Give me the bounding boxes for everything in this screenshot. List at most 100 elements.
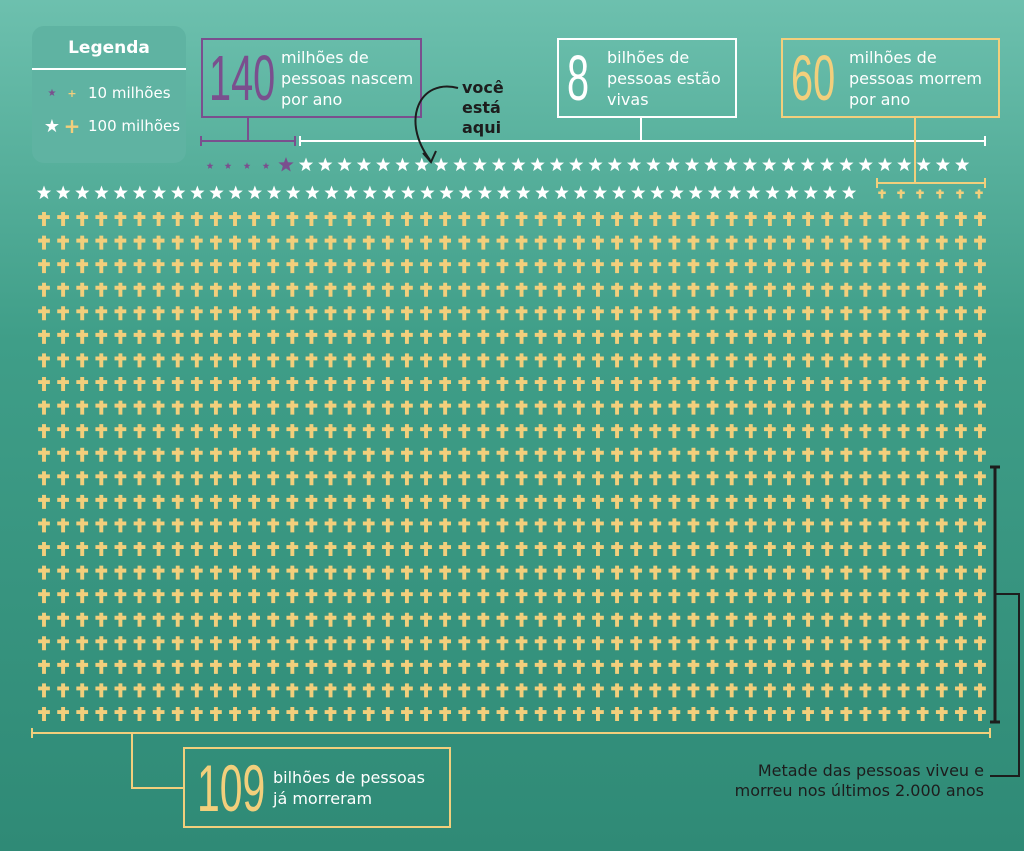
dead-cross-icon — [267, 683, 280, 698]
dead-cross-icon — [171, 329, 184, 344]
dead-cross-icon — [248, 259, 261, 274]
dead-cross-icon — [706, 612, 719, 627]
dead-cross-icon — [496, 353, 509, 368]
dead-cross-icon — [974, 518, 986, 533]
dead-cross-icon — [935, 259, 948, 274]
alive-star-icon — [707, 185, 723, 200]
dead-cross-icon — [114, 471, 127, 486]
alive-star-icon — [842, 185, 857, 200]
dead-cross-icon — [133, 518, 146, 533]
dead-cross-icon — [783, 659, 795, 674]
dead-cross-icon — [515, 282, 528, 297]
dead-cross-icon — [496, 447, 509, 462]
dead-cross-icon — [534, 306, 547, 321]
dead-cross-icon — [630, 447, 643, 462]
dead-cross-icon — [381, 424, 394, 439]
dead-cross-icon — [95, 589, 108, 604]
dead-cross-icon — [802, 612, 814, 627]
dead-cross-icon — [821, 259, 834, 274]
dead-cross-icon — [267, 400, 280, 415]
dead-cross-icon — [592, 259, 604, 274]
dead-cross-icon — [38, 471, 50, 486]
dead-cross-icon — [171, 589, 184, 604]
dead-cross-icon — [57, 447, 69, 462]
dead-cross-icon — [439, 471, 452, 486]
dead-cross-icon — [630, 353, 643, 368]
dead-cross-icon — [401, 518, 413, 533]
dead-cross-icon — [515, 212, 528, 226]
dead-cross-icon — [420, 636, 432, 651]
dead-cross-icon — [38, 589, 50, 604]
dead-cross-icon — [515, 494, 528, 509]
dead-cross-icon — [38, 377, 50, 391]
dead-cross-icon — [267, 471, 280, 486]
dead-cross-icon — [611, 329, 623, 344]
dead-cross-icon — [763, 494, 776, 509]
dead-cross-icon — [515, 659, 528, 674]
dead-cross-icon — [763, 589, 776, 604]
dead-cross-icon — [706, 494, 719, 509]
dead-cross-icon — [935, 400, 948, 415]
dead-cross-icon — [362, 494, 375, 509]
dead-cross-icon — [210, 235, 222, 250]
alive-star-icon — [381, 185, 397, 200]
dead-cross-icon — [439, 282, 452, 297]
dead-cross-icon — [763, 353, 776, 368]
dead-cross-icon — [878, 259, 891, 274]
dead-cross-icon — [515, 377, 528, 391]
dead-cross-icon — [955, 636, 967, 651]
dead-cross-icon — [572, 565, 585, 580]
alive-star-icon — [401, 185, 416, 200]
dead-cross-icon — [190, 471, 203, 486]
dead-cross-icon — [496, 377, 509, 391]
dead-cross-icon — [916, 400, 929, 415]
legend-large-label: 100 milhões — [88, 117, 181, 135]
dead-cross-icon — [916, 424, 929, 439]
dead-cross-icon — [267, 306, 280, 321]
dead-cross-icon — [439, 306, 452, 321]
dead-cross-icon — [974, 494, 986, 509]
dead-cross-icon — [783, 259, 795, 274]
dead-cross-icon — [190, 377, 203, 391]
dead-cross-icon — [592, 683, 604, 698]
dead-cross-icon — [133, 377, 146, 391]
dead-cross-icon — [133, 636, 146, 651]
dead-cross-icon — [229, 212, 241, 226]
dead-cross-icon — [916, 518, 929, 533]
dead-cross-icon — [458, 377, 471, 391]
dead-cross-icon — [381, 636, 394, 651]
dead-cross-icon — [572, 282, 585, 297]
alive-star-icon — [626, 157, 642, 172]
dead-cross-icon — [725, 589, 738, 604]
dead-cross-icon — [706, 282, 719, 297]
dead-cross-icon — [38, 659, 50, 674]
dead-cross-icon — [916, 636, 929, 651]
dead-cross-icon — [840, 589, 853, 604]
dead-cross-icon — [210, 353, 222, 368]
dead-cross-icon — [534, 377, 547, 391]
dead-cross-icon — [133, 400, 146, 415]
dead-cross-icon — [802, 353, 814, 368]
dead-cross-icon — [897, 377, 910, 391]
dead-cross-icon — [878, 306, 891, 321]
dead-cross-icon — [802, 259, 814, 274]
dead-cross-icon — [133, 306, 146, 321]
death-small-cross-icon — [936, 189, 944, 199]
dead-cross-icon — [76, 377, 89, 391]
star-icon: ★ — [43, 115, 61, 137]
dead-cross-icon — [248, 235, 261, 250]
dead-cross-icon — [38, 400, 50, 415]
dead-cross-icon — [515, 612, 528, 627]
dead-cross-icon — [114, 329, 127, 344]
legend-box: Legenda ★ + 10 milhões ★ + 100 milhões — [32, 26, 186, 163]
dead-cross-icon — [343, 377, 356, 391]
dead-cross-icon — [840, 565, 853, 580]
dead-cross-icon — [821, 235, 834, 250]
dead-cross-icon — [248, 212, 261, 226]
dead-cross-icon — [687, 589, 700, 604]
dead-cross-icon — [171, 707, 184, 721]
dead-cross-icon — [381, 329, 394, 344]
dead-cross-icon — [267, 542, 280, 556]
dead-cross-icon — [286, 353, 299, 368]
dead-cross-icon — [725, 542, 738, 556]
